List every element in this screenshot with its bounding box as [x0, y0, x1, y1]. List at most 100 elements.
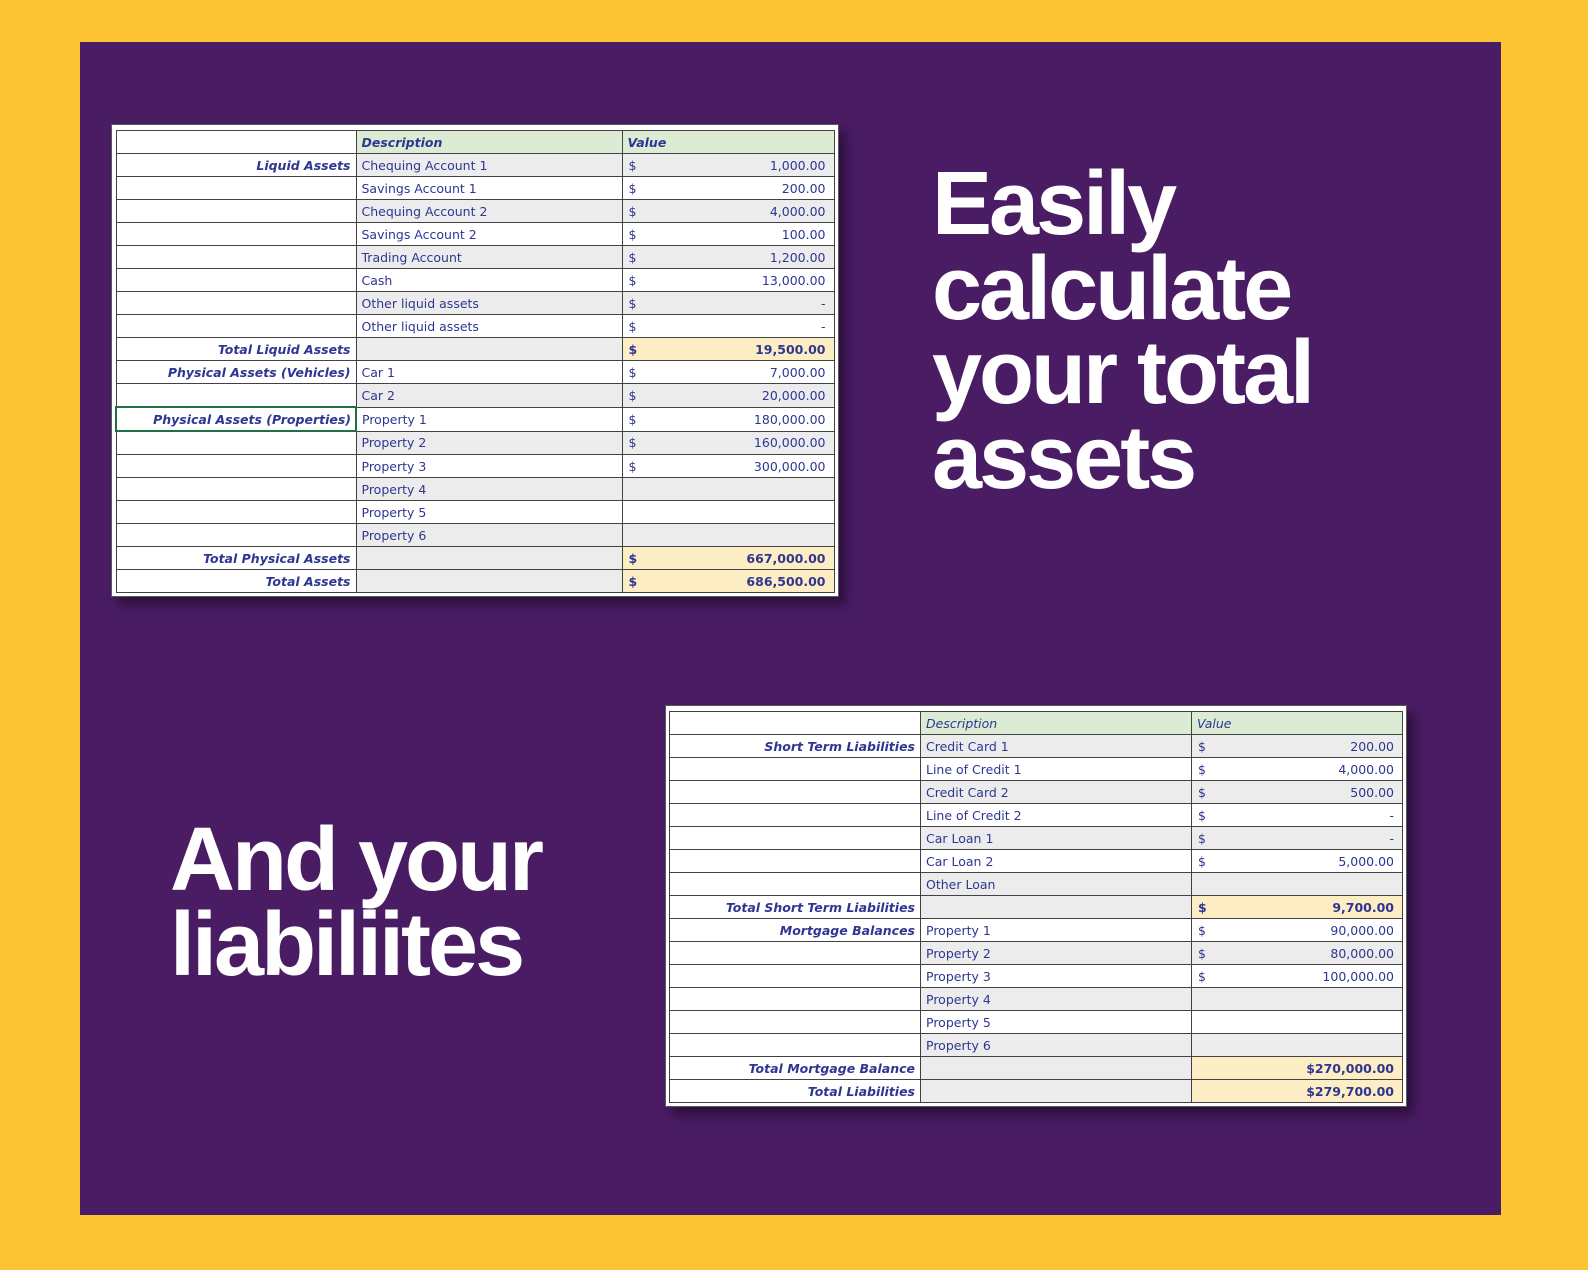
currency-symbol: $ — [628, 387, 637, 403]
row-label-cell — [669, 780, 921, 804]
currency-symbol: $ — [1198, 945, 1206, 961]
value-cell-content — [1193, 989, 1402, 1010]
amount-value: 300,000.00 — [753, 458, 826, 474]
value-cell-content — [623, 525, 833, 546]
purple-panel: Description Value Liquid Assets Chequing … — [80, 42, 1501, 1215]
row-value-cell — [1191, 872, 1403, 896]
table-row: Credit Card 2 $500.00 — [669, 780, 1403, 804]
table-row: Car Loan 2 $5,000.00 — [669, 849, 1403, 873]
row-value-cell: $160,000.00 — [621, 430, 835, 455]
row-label-cell: Total Liquid Assets — [115, 337, 357, 361]
liabilities-header-value-cell: Value — [1191, 711, 1403, 735]
row-description-cell: Property 1 — [355, 406, 623, 432]
liabilities-header-row: Description Value — [669, 711, 1403, 735]
row-label-cell — [669, 826, 921, 850]
row-value-cell: $270,000.00 — [1191, 1056, 1403, 1080]
row-value-cell: $ - — [1191, 803, 1403, 827]
table-row: Property 6 — [669, 1033, 1403, 1057]
assets-header-description-cell: Description — [355, 130, 623, 154]
row-description-cell: Chequing Account 1 — [355, 153, 623, 177]
row-value-cell: $4,000.00 — [621, 199, 835, 223]
row-value-cell: $13,000.00 — [621, 268, 835, 292]
row-description-cell: Car 2 — [355, 383, 623, 408]
value-cell-content: $ - — [1193, 828, 1402, 849]
currency-symbol: $ — [1198, 922, 1206, 938]
currency-symbol: $ — [628, 157, 637, 173]
row-description-cell: Property 6 — [355, 523, 623, 547]
row-description-cell: Line of Credit 2 — [920, 803, 1192, 827]
amount-value: 667,000.00 — [746, 550, 826, 566]
row-description-cell: Chequing Account 2 — [355, 199, 623, 223]
amount-value: 7,000.00 — [769, 364, 826, 380]
currency-symbol: $ — [628, 458, 637, 474]
amount-value: 4,000.00 — [1338, 761, 1394, 777]
row-value-cell: $80,000.00 — [1191, 941, 1403, 965]
value-cell-content: $200.00 — [623, 178, 833, 199]
assets-spreadsheet: Description Value Liquid Assets Chequing … — [111, 124, 839, 597]
row-value-cell: $90,000.00 — [1191, 918, 1403, 942]
row-value-cell — [621, 500, 835, 524]
value-cell-content: $13,000.00 — [623, 270, 833, 291]
amount-value: - — [1389, 830, 1394, 846]
row-label-cell: Short Term Liabilities — [669, 734, 921, 758]
amount-value: 686,500.00 — [746, 573, 826, 589]
amount-value: - — [1389, 807, 1394, 823]
row-label-cell — [115, 291, 357, 315]
currency-symbol: $ — [628, 203, 637, 219]
currency-symbol: $ — [1198, 899, 1207, 915]
table-row: Other liquid assets $ - — [115, 314, 835, 338]
row-value-cell: $4,000.00 — [1191, 757, 1403, 781]
amount-value: 4,000.00 — [769, 203, 826, 219]
amount-value: 13,000.00 — [761, 272, 826, 288]
total-row: Total Short Term Liabilities $9,700.00 — [669, 895, 1403, 919]
total-row: Total Physical Assets $667,000.00 — [115, 546, 835, 570]
row-value-cell — [621, 477, 835, 501]
row-description-cell: Property 4 — [355, 477, 623, 501]
row-label-cell — [115, 477, 357, 501]
row-label-cell: Mortgage Balances — [669, 918, 921, 942]
amount-value: 100,000.00 — [1322, 968, 1394, 984]
row-value-cell: $1,200.00 — [621, 245, 835, 269]
headline-assets-line-3: your total — [932, 323, 1315, 424]
table-row: Physical Assets (Properties) Property 1 $1… — [115, 406, 835, 432]
row-description-cell: Line of Credit 1 — [920, 757, 1192, 781]
row-value-cell: $5,000.00 — [1191, 849, 1403, 873]
row-label-cell: Total Mortgage Balance — [669, 1056, 921, 1080]
row-description-cell — [920, 1079, 1192, 1103]
assets-header-value-cell: Value — [621, 130, 835, 154]
value-cell-content: $9,700.00 — [1193, 897, 1402, 918]
row-label-cell — [669, 849, 921, 873]
value-cell-content: $ - — [1193, 805, 1402, 826]
row-label-cell — [669, 872, 921, 896]
currency-symbol: $ — [1198, 807, 1206, 823]
value-cell-content: $1,200.00 — [623, 247, 833, 268]
table-row: Property 3 $100,000.00 — [669, 964, 1403, 988]
row-description-cell: Property 5 — [355, 500, 623, 524]
row-label-cell — [115, 430, 357, 455]
table-row: Property 2 $80,000.00 — [669, 941, 1403, 965]
value-cell-content: $667,000.00 — [623, 548, 833, 569]
amount-value: 500.00 — [1350, 784, 1394, 800]
currency-symbol: $ — [1198, 761, 1206, 777]
row-value-cell: $200.00 — [621, 176, 835, 200]
headline-liabilities-line-2: liabiliites — [170, 894, 525, 995]
table-row: Chequing Account 2 $4,000.00 — [115, 199, 835, 223]
row-description-cell: Other Loan — [920, 872, 1192, 896]
row-value-cell: $100.00 — [621, 222, 835, 246]
liabilities-header-description-cell: Description — [920, 711, 1192, 735]
row-description-cell: Trading Account — [355, 245, 623, 269]
row-value-cell: $686,500.00 — [621, 569, 835, 593]
headline-assets-line-1: Easily — [932, 154, 1177, 254]
row-description-cell: Property 6 — [920, 1033, 1192, 1057]
value-cell-content — [1193, 1012, 1402, 1033]
row-description-cell: Property 2 — [920, 941, 1192, 965]
row-label-cell: Total Short Term Liabilities — [669, 895, 921, 919]
currency-symbol: $ — [628, 341, 638, 357]
total-row: Total Liabilities $279,700.00 — [669, 1079, 1403, 1103]
table-row: Property 2 $160,000.00 — [115, 430, 835, 455]
row-description-cell: Property 2 — [355, 430, 623, 455]
row-description-cell — [920, 895, 1192, 919]
row-description-cell: Property 3 — [920, 964, 1192, 988]
row-value-cell: $279,700.00 — [1191, 1079, 1403, 1103]
amount-value: - — [820, 295, 826, 311]
